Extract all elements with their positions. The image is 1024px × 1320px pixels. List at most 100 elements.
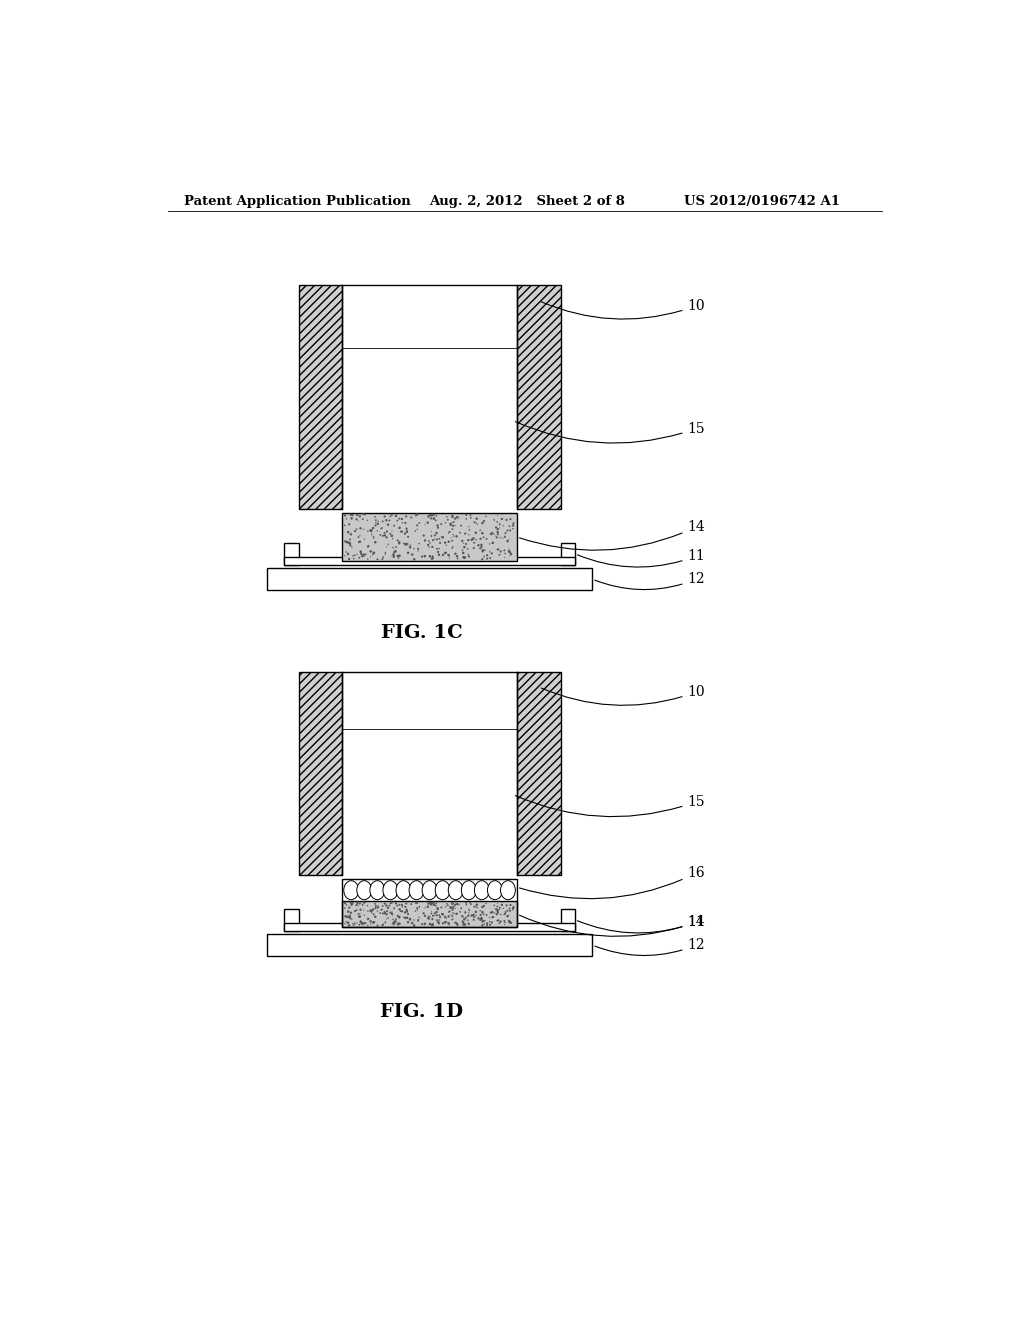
Point — [409, 519, 425, 540]
Point — [501, 540, 517, 561]
Point — [483, 524, 500, 545]
Point — [406, 909, 422, 931]
Point — [421, 531, 437, 552]
Point — [460, 529, 476, 550]
Point — [379, 900, 395, 921]
Point — [356, 904, 373, 925]
Point — [365, 544, 381, 565]
Point — [357, 544, 374, 565]
Point — [439, 895, 456, 916]
Point — [352, 517, 369, 539]
Bar — [342, 902, 517, 927]
Point — [501, 516, 517, 537]
Point — [495, 528, 511, 549]
Point — [342, 532, 358, 553]
Point — [477, 911, 494, 932]
Point — [359, 900, 376, 921]
Point — [377, 544, 393, 565]
Point — [500, 906, 516, 927]
Point — [377, 912, 393, 933]
Point — [341, 513, 357, 535]
Point — [377, 894, 393, 915]
Point — [489, 892, 506, 913]
Point — [484, 902, 501, 923]
Point — [441, 521, 458, 543]
Point — [434, 904, 451, 925]
Point — [501, 539, 517, 560]
Point — [440, 912, 457, 933]
Point — [391, 517, 408, 539]
Point — [362, 546, 379, 568]
Point — [481, 541, 498, 562]
Point — [440, 545, 457, 566]
Point — [451, 894, 467, 915]
Point — [451, 508, 467, 529]
Point — [458, 907, 474, 928]
Point — [449, 894, 465, 915]
Point — [384, 528, 400, 549]
Point — [426, 508, 442, 529]
Text: Patent Application Publication: Patent Application Publication — [183, 194, 411, 207]
Point — [490, 539, 507, 560]
Point — [424, 908, 440, 929]
Point — [437, 896, 454, 917]
Point — [397, 902, 414, 923]
Point — [374, 915, 390, 936]
Point — [478, 894, 495, 915]
Point — [359, 536, 376, 557]
Point — [447, 912, 464, 933]
Point — [360, 908, 377, 929]
Point — [355, 504, 372, 525]
Point — [389, 529, 406, 550]
Point — [426, 529, 442, 550]
Point — [400, 525, 417, 546]
Point — [488, 904, 505, 925]
Point — [375, 895, 391, 916]
Point — [444, 899, 461, 920]
Point — [466, 896, 482, 917]
Point — [365, 517, 381, 539]
Point — [351, 906, 368, 927]
Point — [479, 548, 496, 569]
Point — [444, 531, 461, 552]
Point — [444, 506, 461, 527]
Point — [437, 532, 454, 553]
Point — [468, 513, 484, 535]
Point — [428, 902, 444, 923]
Point — [457, 546, 473, 568]
Point — [359, 520, 376, 541]
Point — [383, 504, 399, 525]
Point — [434, 527, 451, 548]
Point — [489, 521, 506, 543]
Point — [356, 528, 373, 549]
Circle shape — [462, 880, 476, 900]
Point — [429, 904, 445, 925]
Point — [365, 899, 381, 920]
Text: 12: 12 — [595, 939, 706, 956]
Point — [340, 907, 356, 928]
Point — [362, 900, 379, 921]
Point — [505, 515, 521, 536]
Point — [389, 913, 406, 935]
Point — [464, 906, 480, 927]
Text: FIG. 1D: FIG. 1D — [380, 1003, 463, 1022]
Point — [441, 548, 458, 569]
Point — [347, 520, 364, 541]
Point — [461, 898, 477, 919]
Point — [394, 900, 411, 921]
Point — [391, 532, 408, 553]
Point — [446, 511, 463, 532]
Point — [502, 913, 518, 935]
Point — [420, 908, 436, 929]
Point — [430, 541, 446, 562]
Bar — [560, 908, 574, 931]
Point — [465, 904, 481, 925]
Point — [339, 532, 355, 553]
Bar — [267, 935, 592, 956]
Point — [410, 539, 426, 560]
Text: Aug. 2, 2012   Sheet 2 of 8: Aug. 2, 2012 Sheet 2 of 8 — [430, 194, 626, 207]
Point — [479, 545, 496, 566]
Point — [367, 507, 383, 528]
Point — [455, 546, 471, 568]
Point — [349, 892, 366, 913]
